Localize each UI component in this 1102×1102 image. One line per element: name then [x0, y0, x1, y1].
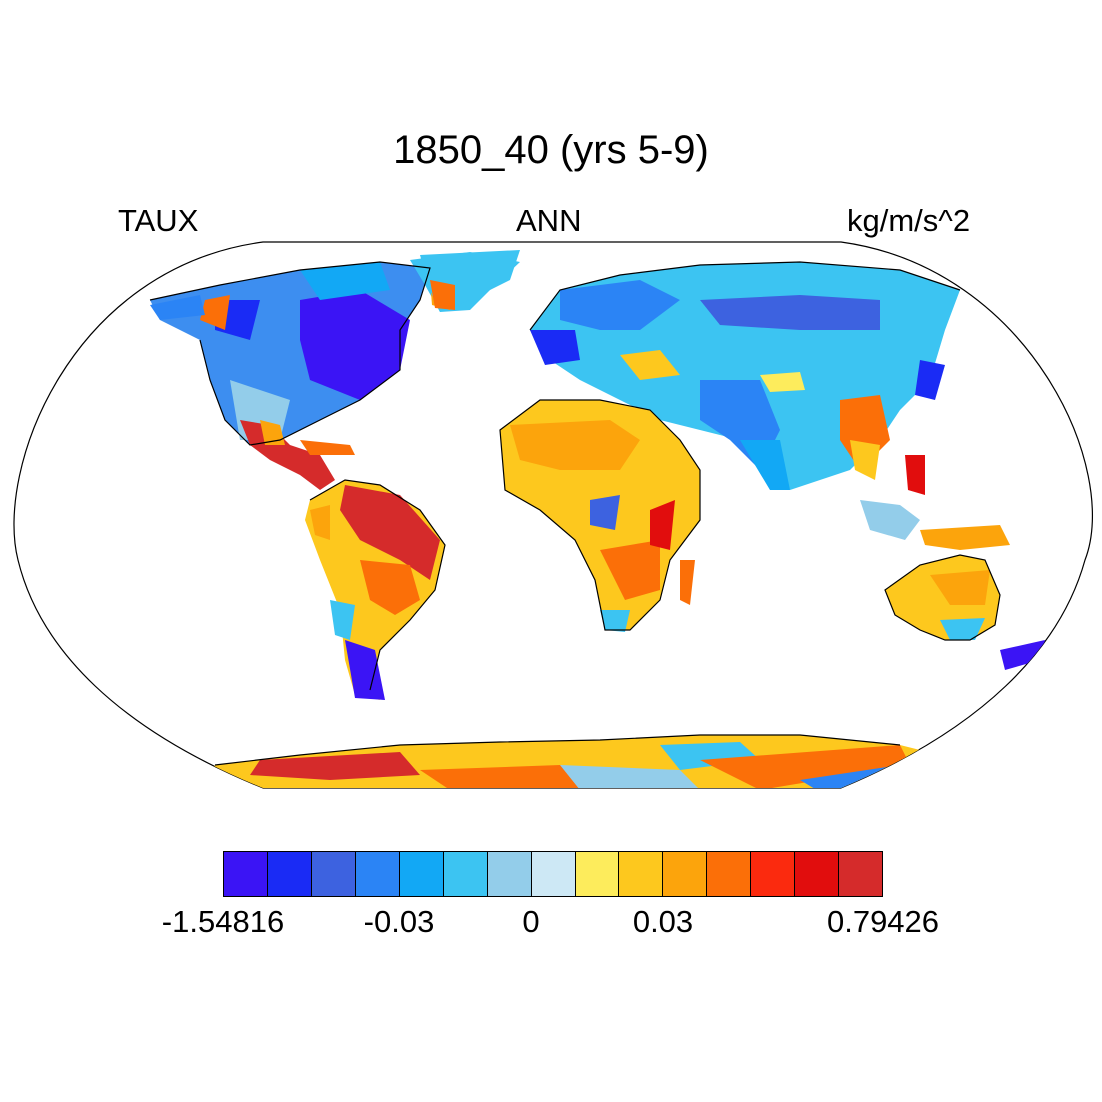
- plot-title: 1850_40 (yrs 5-9): [393, 128, 709, 172]
- colorbar-swatch: [266, 852, 311, 896]
- season-label: ANN: [516, 203, 582, 238]
- colorbar-swatch: [442, 852, 487, 896]
- colorbar-swatch: [486, 852, 531, 896]
- colorbar-swatch: [354, 852, 399, 896]
- central-america: [240, 420, 355, 490]
- colorbar: [223, 851, 883, 897]
- colorbar-swatch: [618, 852, 663, 896]
- coastlines: [149, 261, 1001, 766]
- africa: [500, 400, 700, 632]
- colorbar-swatch: [574, 852, 619, 896]
- antarctica: [200, 735, 1000, 788]
- colorbar-label-pos: 0.03: [632, 904, 694, 939]
- maritime-asia: [860, 455, 1010, 550]
- south-america: [305, 480, 445, 700]
- colorbar-swatch: [530, 852, 575, 896]
- colorbar-swatch: [310, 852, 355, 896]
- colorbar-label-neg: -0.03: [363, 904, 435, 939]
- units-label: kg/m/s^2: [847, 203, 971, 238]
- variable-label: TAUX: [118, 203, 199, 238]
- colorbar-swatch: [794, 852, 839, 896]
- colorbar-swatch: [662, 852, 707, 896]
- colorbar-swatch: [706, 852, 751, 896]
- eurasia: [530, 262, 960, 490]
- colorbar-swatch: [838, 852, 883, 896]
- colorbar-swatch: [398, 852, 443, 896]
- colorbar-label-min: -1.54816: [161, 904, 285, 939]
- greenland: [420, 250, 520, 312]
- colorbar-label-zero: 0: [522, 904, 540, 939]
- colorbar-label-max: 0.79426: [826, 904, 940, 939]
- colorbar-swatch: [224, 852, 267, 896]
- australia: [885, 555, 1045, 670]
- colorbar-swatch: [750, 852, 795, 896]
